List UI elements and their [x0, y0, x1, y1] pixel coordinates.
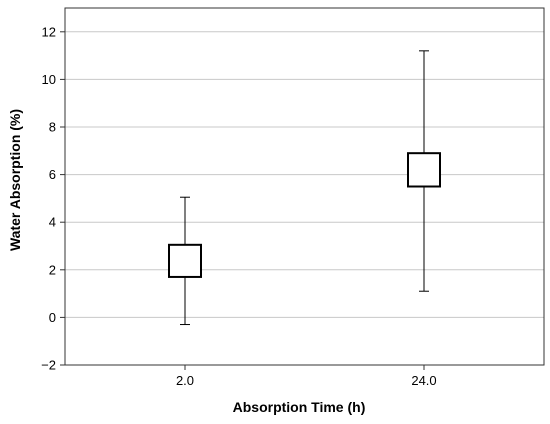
grid — [65, 31, 544, 318]
y-tick-label: 12 — [42, 24, 56, 39]
x-axis-title: Absorption Time (h) — [233, 399, 366, 415]
y-axis-title: Water Absorption (%) — [7, 109, 23, 251]
y-tick-label: −2 — [41, 358, 56, 373]
axes: −2 0 2 4 6 8 10 12 2.0 24.0 — [41, 7, 545, 388]
y-tick-label: 10 — [42, 72, 56, 87]
box-2.0 — [168, 196, 202, 326]
x-tick-label: 24.0 — [411, 373, 436, 388]
box-24.0 — [407, 50, 441, 292]
y-tick-label: 2 — [49, 262, 56, 277]
y-tick-label: 6 — [49, 167, 56, 182]
x-tick-label: 2.0 — [176, 373, 194, 388]
y-tick-label: 0 — [49, 310, 56, 325]
y-tick-label: 8 — [49, 120, 56, 135]
plot-frame — [64, 7, 545, 366]
box-rect — [407, 152, 441, 188]
box-rect — [168, 243, 202, 278]
box-plots — [168, 50, 441, 326]
y-tick-label: 4 — [49, 215, 56, 230]
